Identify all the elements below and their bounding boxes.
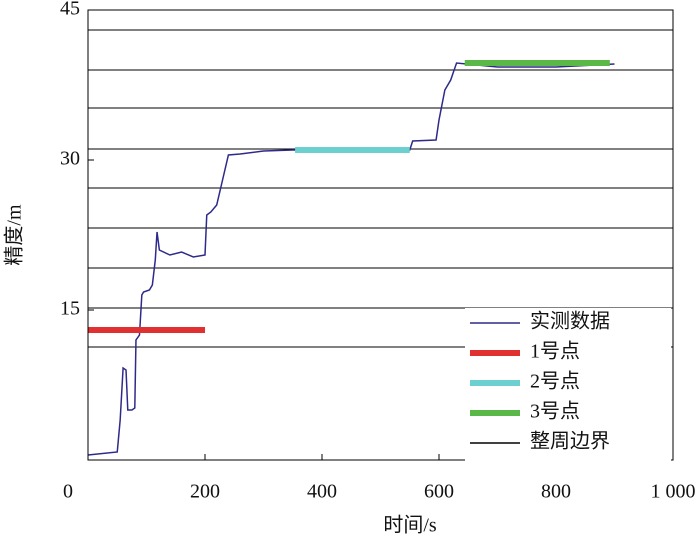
x-tick-label: 1 000 [651,481,696,503]
x-tick-label: 0 [63,481,73,503]
y-tick-label: 30 [60,148,80,170]
legend-label: 1号点 [530,340,580,363]
x-tick-label: 600 [424,481,454,503]
y-axis-label: 精度/m [3,204,26,266]
y-tick-label: 45 [60,0,80,20]
x-tick-label: 800 [541,481,571,503]
legend-label: 整周边界 [530,430,610,453]
x-tick-label: 200 [190,481,220,503]
plot-frame [87,9,674,461]
legend-label: 实测数据 [530,310,610,333]
data-line [87,62,615,456]
legend-label: 2号点 [530,370,580,393]
x-tick-label: 400 [307,481,337,503]
y-tick-label: 15 [60,298,80,320]
legend-label: 3号点 [530,400,580,423]
x-axis-label: 时间/s [383,514,437,537]
